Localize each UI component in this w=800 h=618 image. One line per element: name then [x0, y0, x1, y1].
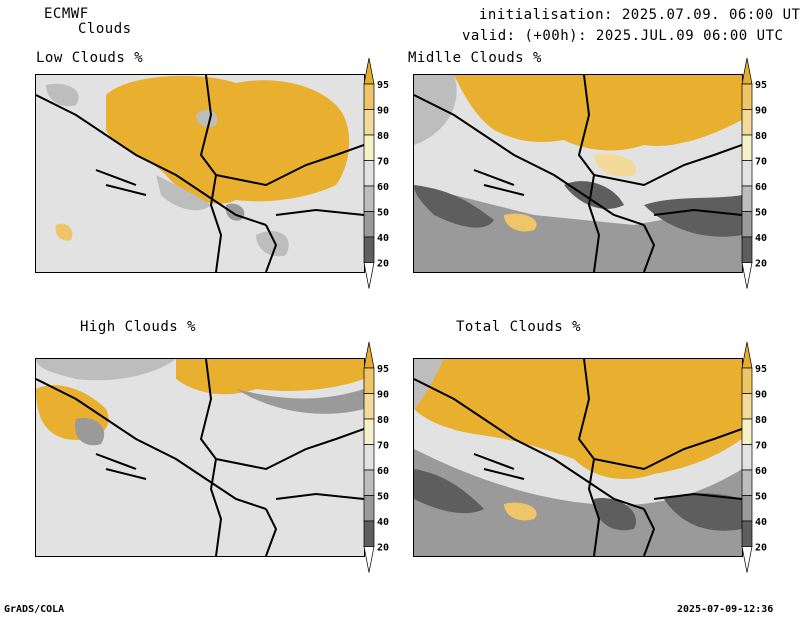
colorbar-label: 90	[755, 106, 767, 117]
model-name: ECMWF	[44, 6, 89, 22]
colorbar-segment	[363, 160, 375, 187]
colorbar-bottom-arrow	[741, 262, 753, 289]
colorbar-label: 90	[755, 390, 767, 401]
colorbar-segment	[741, 418, 753, 445]
country-borders-low	[36, 75, 364, 272]
colorbar-segment	[363, 83, 375, 110]
colorbar-label: 70	[755, 157, 767, 168]
colorbar-label: 20	[377, 543, 389, 554]
colorbar-segment	[741, 109, 753, 136]
footer-software: GrADS/COLA	[4, 604, 65, 615]
colorbar-middle: 95 90 80 70 60 50 40 20	[741, 57, 782, 297]
colorbar-label: 60	[377, 466, 389, 477]
colorbar-segment	[741, 211, 753, 238]
colorbar-label: 90	[377, 106, 389, 117]
colorbar-segment	[363, 211, 375, 238]
colorbar-segment	[363, 367, 375, 394]
colorbar-segment	[741, 160, 753, 187]
colorbar-bottom-arrow	[363, 546, 375, 573]
footer-timestamp: 2025-07-09-12:36	[677, 604, 774, 615]
colorbar-segment	[741, 185, 753, 212]
colorbar-segment	[741, 236, 753, 263]
colorbar-label: 60	[755, 182, 767, 193]
country-borders-total	[414, 359, 742, 556]
colorbar-label: 90	[377, 390, 389, 401]
country-borders-high	[36, 359, 364, 556]
panel-title-low: Low Clouds %	[36, 50, 144, 66]
colorbar-bottom-arrow	[741, 546, 753, 573]
colorbar-segment	[363, 109, 375, 136]
colorbar-label: 95	[755, 80, 767, 91]
colorbar-total: 95 90 80 70 60 50 40 20	[741, 341, 782, 581]
valid-time: valid: (+00h): 2025.JUL.09 06:00 UTC	[462, 28, 784, 44]
colorbar-top-arrow	[363, 341, 375, 369]
colorbar-label: 40	[377, 233, 389, 244]
colorbar-label: 80	[377, 415, 389, 426]
colorbar-label: 80	[755, 415, 767, 426]
cloud-fill-total	[414, 359, 742, 556]
map-middle-clouds	[413, 74, 743, 273]
colorbar-label: 80	[755, 131, 767, 142]
colorbar-label: 70	[377, 441, 389, 452]
cloud-fill-middle	[414, 75, 742, 272]
colorbar-label: 40	[755, 233, 767, 244]
colorbar-label: 95	[755, 364, 767, 375]
colorbar-label: 95	[377, 364, 389, 375]
colorbar-label: 20	[755, 543, 767, 554]
colorbar-bottom-arrow	[363, 262, 375, 289]
colorbar-top-arrow	[741, 57, 753, 85]
colorbar-segment	[741, 393, 753, 420]
colorbar-segment	[363, 520, 375, 547]
colorbar-segment	[741, 520, 753, 547]
colorbar-label: 70	[377, 157, 389, 168]
colorbar-label: 60	[755, 466, 767, 477]
colorbar-top-arrow	[741, 341, 753, 369]
colorbar-label: 20	[377, 259, 389, 270]
colorbar-label: 50	[377, 492, 389, 503]
colorbar-label: 40	[377, 517, 389, 528]
colorbar-top-arrow	[363, 57, 375, 85]
colorbar-segment	[363, 444, 375, 471]
cloud-fill-high	[36, 359, 364, 446]
country-borders-middle	[414, 75, 742, 272]
colorbar-label: 80	[377, 131, 389, 142]
product-name: Clouds	[78, 21, 132, 37]
colorbar-high: 95 90 80 70 60 50 40 20	[363, 341, 404, 581]
init-time: initialisation: 2025.07.09. 06:00 UTC	[479, 7, 800, 23]
colorbar-segment	[741, 367, 753, 394]
colorbar-segment	[741, 495, 753, 522]
colorbar-segment	[741, 444, 753, 471]
colorbar-segment	[363, 418, 375, 445]
colorbar-label: 50	[755, 208, 767, 219]
panel-title-high: High Clouds %	[80, 319, 197, 335]
colorbar-segment	[741, 134, 753, 161]
colorbar-segment	[363, 185, 375, 212]
map-low-clouds	[35, 74, 365, 273]
colorbar-label: 40	[755, 517, 767, 528]
panel-title-total: Total Clouds %	[456, 319, 582, 335]
colorbar-label: 60	[377, 182, 389, 193]
colorbar-label: 50	[377, 208, 389, 219]
colorbar-label: 50	[755, 492, 767, 503]
panel-title-middle: Midlle Clouds %	[408, 50, 542, 66]
colorbar-label: 70	[755, 441, 767, 452]
colorbar-segment	[363, 469, 375, 496]
map-high-clouds	[35, 358, 365, 557]
colorbar-label: 20	[755, 259, 767, 270]
colorbar-segment	[363, 236, 375, 263]
colorbar-segment	[363, 495, 375, 522]
colorbar-segment	[363, 393, 375, 420]
colorbar-label: 95	[377, 80, 389, 91]
colorbar-segment	[741, 83, 753, 110]
colorbar-low: 95 90 80 70 60 50 40 20	[363, 57, 404, 297]
colorbar-segment	[363, 134, 375, 161]
map-total-clouds	[413, 358, 743, 557]
colorbar-segment	[741, 469, 753, 496]
